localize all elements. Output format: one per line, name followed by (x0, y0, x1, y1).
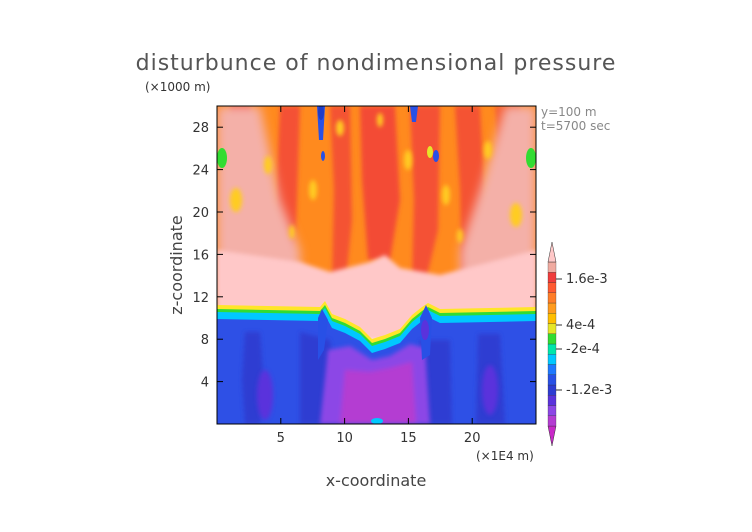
x-tick-label: 5 (277, 431, 285, 446)
colorbar-swatch (547, 282, 557, 293)
colorbar-swatch (547, 292, 557, 304)
x-axis-unit: (×1E4 m) (476, 449, 534, 463)
colorbar-swatch (547, 405, 557, 416)
y-tick-label: 16 (192, 248, 209, 263)
field-yellow-spots (230, 113, 522, 243)
x-tick-label: 10 (336, 431, 353, 446)
field-purple-core (257, 344, 498, 424)
y-tick-label: 4 (201, 376, 209, 391)
colorbar-swatch (547, 384, 557, 396)
colorbar-swatch (547, 364, 557, 375)
y-tick-label: 12 (192, 291, 209, 306)
colorbar-swatch (547, 415, 557, 427)
x-tick-label: 15 (400, 431, 417, 446)
field-green-band (217, 304, 536, 346)
x-axis-label: x-coordinate (326, 471, 427, 490)
colorbar-swatch (547, 395, 557, 406)
field-cyan-spot (371, 418, 383, 424)
chart-title: disturbunce of nondimensional pressure (136, 51, 617, 76)
colorbar-swatch (547, 261, 557, 273)
colorbar-swatch (547, 323, 557, 334)
colorbar-label: 1.6e-3 (566, 272, 608, 287)
colorbar-swatch (547, 343, 557, 355)
heatmap-field (217, 106, 536, 424)
colorbar-swatch (547, 302, 557, 314)
y-tick-label: 28 (192, 121, 209, 136)
field-pink-plumes (217, 106, 536, 300)
y-axis-label: z-coordinate (167, 215, 186, 315)
field-blue-spots (317, 106, 439, 162)
field-light-pink-band (217, 250, 536, 340)
colorbar-swatch (547, 313, 557, 324)
field-blue-ridge (318, 309, 328, 360)
x-axis-ticks: 5 10 15 20 (277, 106, 481, 446)
y-tick-label: 8 (201, 333, 209, 348)
colorbar-swatch (547, 333, 557, 345)
plot-frame (216, 105, 537, 425)
colorbar-swatch (547, 354, 557, 365)
annotation-time: t=5700 sec (541, 119, 610, 133)
field-yellow-band (217, 301, 536, 343)
field-green-spots (217, 146, 536, 168)
colorbar-swatch (547, 425, 557, 447)
colorbar-swatch (547, 272, 557, 283)
colorbar-swatch (547, 374, 557, 386)
field-purple-spot (421, 320, 429, 340)
x-tick-label: 20 (464, 431, 481, 446)
colorbar: 1.6e-3 4e-4 -2e-4 -1.2e-3 (547, 241, 612, 447)
colorbar-swatch (547, 241, 557, 263)
y-axis-ticks: 4 8 12 16 20 24 28 (192, 121, 536, 391)
y-tick-label: 24 (192, 164, 209, 179)
y-tick-label: 20 (192, 206, 209, 221)
y-axis-unit: (×1000 m) (145, 80, 210, 94)
annotation-y: y=100 m (541, 105, 597, 119)
field-cyan-band (217, 307, 536, 353)
colorbar-label: 4e-4 (566, 318, 595, 333)
colorbar-label: -1.2e-3 (566, 383, 612, 398)
colorbar-label: -2e-4 (566, 342, 600, 357)
